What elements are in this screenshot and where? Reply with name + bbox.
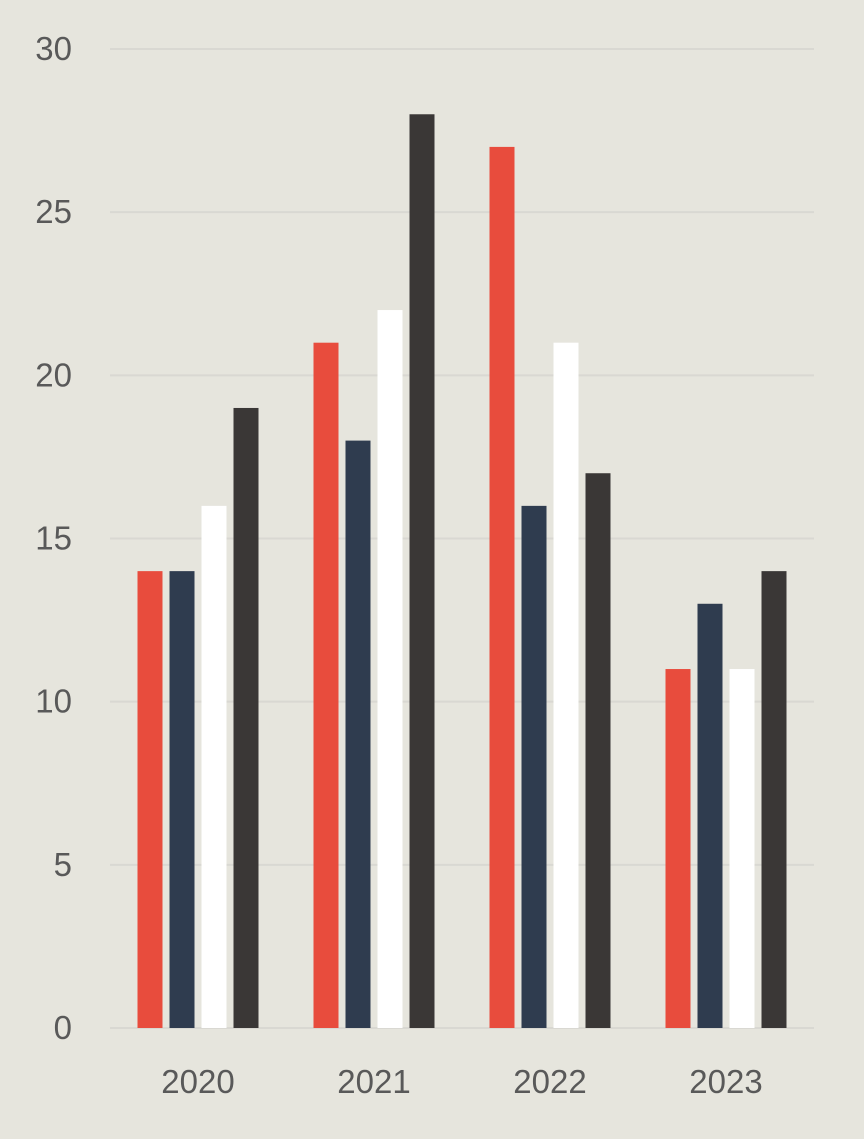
bar-2020-series-1 — [137, 571, 163, 1028]
bar-2021-series-4 — [409, 114, 435, 1029]
bar-2020-series-4 — [233, 407, 259, 1028]
x-tick-label: 2023 — [689, 1063, 762, 1100]
bar-2021-series-3 — [377, 310, 403, 1029]
bar-2023-series-3 — [729, 669, 755, 1028]
bar-2021-series-2 — [345, 440, 371, 1029]
y-tick-label: 0 — [54, 1009, 72, 1046]
y-tick-label: 25 — [35, 193, 72, 230]
y-tick-label: 10 — [35, 683, 72, 720]
bar-2022-series-2 — [521, 505, 547, 1028]
bar-2021-series-1 — [313, 342, 339, 1028]
y-tick-label: 30 — [35, 30, 72, 67]
bar-2022-series-3 — [553, 342, 579, 1028]
y-tick-label: 5 — [54, 846, 72, 883]
bar-2022-series-4 — [585, 473, 611, 1028]
y-axis-ticks: 0 5 10 15 20 25 30 — [35, 30, 72, 1046]
y-tick-label: 15 — [35, 520, 72, 557]
bar-2023-series-4 — [761, 571, 787, 1028]
gridlines — [110, 48, 814, 1029]
bar-2020-series-3 — [201, 505, 227, 1028]
bar-2023-series-1 — [665, 669, 691, 1028]
x-tick-label: 2022 — [513, 1063, 586, 1100]
x-tick-label: 2020 — [161, 1063, 234, 1100]
bars — [137, 114, 787, 1029]
x-tick-label: 2021 — [337, 1063, 410, 1100]
bar-2023-series-2 — [697, 603, 723, 1028]
bar-2022-series-1 — [489, 146, 515, 1028]
x-axis-ticks: 2020 2021 2022 2023 — [161, 1063, 762, 1100]
bar-2020-series-2 — [169, 571, 195, 1028]
y-tick-label: 20 — [35, 356, 72, 393]
